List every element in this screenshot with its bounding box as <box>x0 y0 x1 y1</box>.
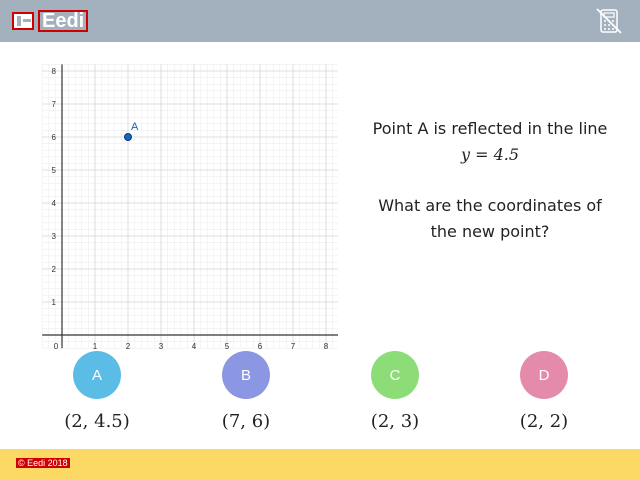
choice-b-answer[interactable]: (7, 6) <box>221 411 271 432</box>
eedi-logo-icon <box>12 12 34 30</box>
x-tick-label: 1 <box>93 342 98 350</box>
question-line-4: the new point? <box>430 222 550 241</box>
coordinate-grid: 0 1 2 3 4 5 6 7 8 1 2 3 4 5 6 7 8 A <box>41 64 338 350</box>
question-text: Point A is reflected in the line y = 4.5… <box>352 116 628 245</box>
eedi-logo[interactable]: Eedi <box>12 10 89 32</box>
question-line-3: What are the coordinates of <box>378 196 602 215</box>
choice-c-button[interactable]: C <box>371 351 419 399</box>
question-line-1: Point A is reflected in the line <box>372 119 608 138</box>
choice-c-answer[interactable]: (2, 3) <box>370 411 420 432</box>
choice-b-button[interactable]: B <box>222 351 270 399</box>
y-tick-label: 3 <box>52 232 57 241</box>
choice-a-button[interactable]: A <box>73 351 121 399</box>
choice-a-answer[interactable]: (2, 4.5) <box>64 411 130 432</box>
copyright-text: © Eedi 2018 <box>16 458 70 468</box>
x-tick-label: 5 <box>225 342 230 350</box>
y-tick-label: 8 <box>52 67 57 76</box>
x-tick-label: 0 <box>54 342 59 350</box>
y-tick-label: 2 <box>52 265 57 274</box>
choice-d-button[interactable]: D <box>520 351 568 399</box>
question-equation: y = 4.5 <box>460 145 520 164</box>
header-bar: Eedi <box>0 0 640 42</box>
x-tick-label: 8 <box>324 342 329 350</box>
footer-bar: © Eedi 2018 <box>0 449 640 480</box>
y-tick-label: 6 <box>52 133 57 142</box>
x-tick-label: 4 <box>192 342 197 350</box>
y-tick-label: 7 <box>52 100 57 109</box>
point-a <box>124 133 132 141</box>
y-tick-label: 1 <box>52 298 57 307</box>
y-tick-label: 4 <box>52 199 57 208</box>
choice-d-answer[interactable]: (2, 2) <box>519 411 569 432</box>
x-tick-label: 6 <box>258 342 263 350</box>
x-tick-label: 7 <box>291 342 296 350</box>
point-label-a: A <box>131 121 139 133</box>
y-tick-label: 5 <box>52 166 57 175</box>
x-tick-label: 3 <box>159 342 164 350</box>
x-tick-label: 2 <box>126 342 131 350</box>
brand-name: Eedi <box>38 10 89 32</box>
calculator-disabled-icon[interactable] <box>594 6 624 36</box>
